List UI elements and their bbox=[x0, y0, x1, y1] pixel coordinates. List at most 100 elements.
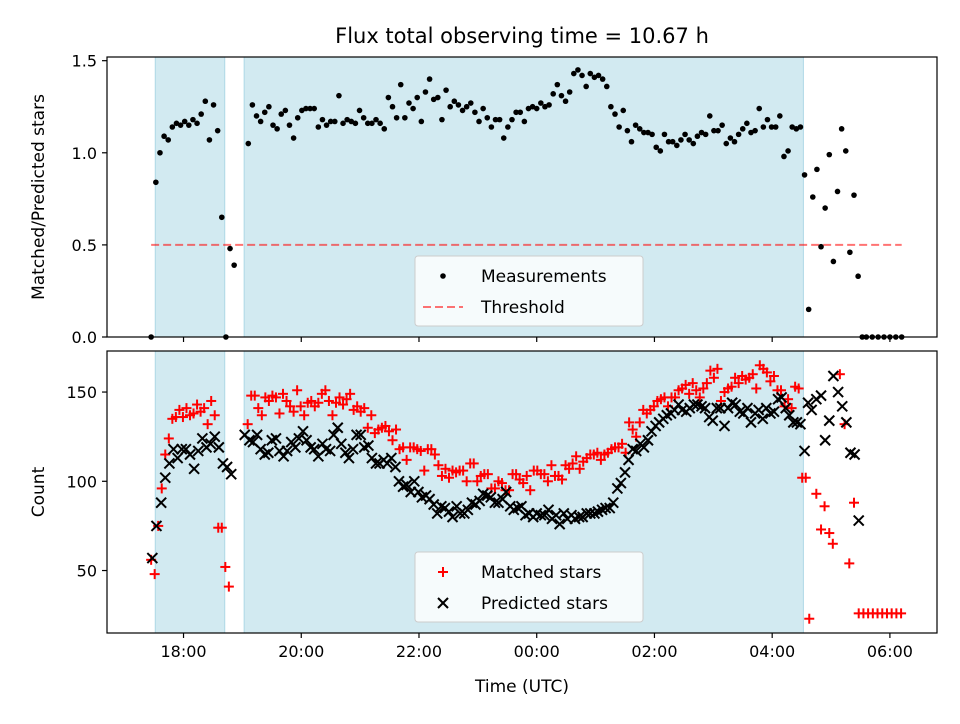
measurement-point bbox=[202, 98, 209, 105]
measurement-point bbox=[414, 94, 421, 101]
predicted-star-point bbox=[277, 450, 290, 463]
predicted-star-point bbox=[332, 422, 344, 434]
predicted-star-point bbox=[281, 445, 293, 457]
measurement-point bbox=[731, 138, 738, 145]
matched-star-point bbox=[209, 410, 220, 421]
measurement-point bbox=[210, 102, 217, 108]
x-b bbox=[347, 443, 359, 455]
predicted-star-point bbox=[711, 402, 723, 414]
x-b bbox=[638, 441, 650, 454]
matched-star-point bbox=[274, 408, 285, 419]
x-b bbox=[836, 400, 848, 413]
measurement-point bbox=[467, 100, 474, 106]
measurement-point bbox=[649, 131, 655, 138]
matched-star-point bbox=[436, 470, 447, 481]
predicted-star-point bbox=[155, 497, 167, 509]
predicted-star-point bbox=[167, 443, 180, 455]
predicted-star-point bbox=[573, 511, 585, 523]
matched-star-point bbox=[359, 403, 370, 414]
x-b bbox=[741, 402, 754, 414]
measurement-point bbox=[393, 114, 400, 121]
matched-star-point bbox=[765, 376, 776, 387]
matched-star-point bbox=[177, 412, 188, 423]
matched-star-point bbox=[419, 465, 430, 476]
predicted-star-point bbox=[146, 552, 159, 564]
x-b bbox=[163, 457, 176, 470]
matched-star-point bbox=[149, 569, 160, 580]
bottom-x-tick-label: 22:00 bbox=[396, 642, 442, 661]
x-b bbox=[695, 400, 708, 413]
matched-star-point bbox=[366, 410, 377, 421]
x-b bbox=[304, 441, 317, 454]
predicted-star-point bbox=[745, 416, 757, 429]
predicted-star-point bbox=[408, 475, 420, 487]
matched-star-point bbox=[761, 367, 772, 378]
matched-star-point bbox=[751, 383, 762, 394]
measurement-point bbox=[319, 116, 326, 123]
x-b bbox=[477, 488, 489, 500]
x-b bbox=[435, 500, 448, 512]
x-b bbox=[167, 443, 180, 455]
measurement-point bbox=[426, 76, 433, 82]
matched-star-point bbox=[571, 451, 582, 462]
x-b bbox=[221, 461, 233, 473]
x-b bbox=[454, 507, 466, 520]
x-b bbox=[489, 497, 501, 509]
matched-star-point bbox=[489, 483, 500, 494]
x-b bbox=[308, 443, 320, 455]
x-b bbox=[815, 389, 827, 402]
matched-star-point bbox=[482, 469, 493, 480]
matched-star-point bbox=[824, 528, 835, 539]
matched-star-point bbox=[334, 392, 345, 403]
measurement-point bbox=[678, 137, 684, 143]
predicted-star-point bbox=[542, 504, 555, 516]
x-b bbox=[466, 497, 478, 509]
measurement-point bbox=[165, 137, 172, 143]
measurement-point bbox=[373, 116, 379, 123]
x-b bbox=[853, 514, 865, 527]
measurement-point bbox=[364, 120, 371, 127]
measurement-point bbox=[336, 92, 342, 99]
predicted-star-point bbox=[339, 447, 352, 459]
predicted-star-point bbox=[699, 402, 711, 414]
x-b bbox=[844, 447, 857, 459]
measurement-point bbox=[157, 149, 163, 156]
matched-star-point bbox=[401, 454, 412, 465]
matched-star-point bbox=[313, 397, 324, 408]
measurement-point bbox=[270, 122, 276, 128]
x-b bbox=[611, 482, 624, 495]
matched-star-point bbox=[202, 419, 213, 430]
measurement-point bbox=[756, 105, 763, 112]
x-b bbox=[159, 472, 171, 484]
measurement-point bbox=[356, 107, 363, 114]
x-b bbox=[630, 445, 642, 457]
x-b bbox=[775, 391, 788, 404]
matched-star-point bbox=[278, 388, 289, 399]
measurement-point bbox=[723, 140, 730, 147]
measurement-point bbox=[735, 131, 742, 138]
x-b bbox=[171, 452, 184, 464]
measurement-point bbox=[496, 116, 503, 123]
matched-star-point bbox=[564, 463, 575, 474]
measurement-point bbox=[472, 109, 478, 116]
matched-star-point bbox=[199, 403, 210, 414]
measurement-point bbox=[632, 122, 639, 128]
measurement-point bbox=[307, 105, 313, 112]
matched-star-point bbox=[648, 401, 659, 412]
measurement-point bbox=[480, 105, 486, 112]
measurement-point bbox=[781, 153, 787, 160]
x-b bbox=[150, 520, 163, 532]
measurement-point bbox=[377, 120, 383, 127]
measurement-point bbox=[554, 81, 561, 88]
matched-star-point bbox=[726, 381, 737, 392]
x-b bbox=[848, 448, 861, 461]
bottom-x-axis-label: Time (UTC) bbox=[474, 677, 569, 697]
measurement-point bbox=[245, 140, 252, 147]
matched-star-point bbox=[220, 561, 231, 572]
predicted-star-point bbox=[209, 430, 221, 443]
measurement-point bbox=[206, 137, 213, 143]
x-b bbox=[798, 445, 811, 457]
bottom-x-tick-label: 00:00 bbox=[514, 642, 560, 661]
x-b bbox=[327, 429, 340, 441]
x-b bbox=[324, 445, 336, 457]
